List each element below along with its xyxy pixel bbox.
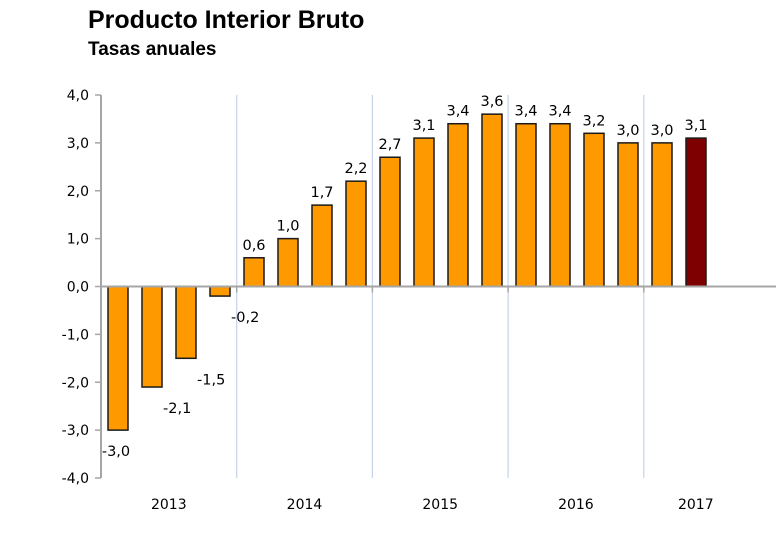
bar — [345, 180, 367, 288]
bar — [515, 122, 537, 288]
bar — [175, 285, 197, 360]
bar — [583, 132, 605, 288]
data-label: 2,2 — [344, 161, 367, 177]
bar — [413, 137, 435, 288]
x-category-label: 2014 — [287, 497, 323, 513]
data-label: 0,6 — [242, 238, 265, 254]
data-label: 3,1 — [684, 118, 707, 134]
data-label: 1,7 — [310, 185, 333, 201]
bar — [651, 142, 673, 288]
data-label: 3,1 — [412, 118, 435, 134]
bar — [617, 142, 639, 288]
bar — [481, 113, 503, 288]
bar — [243, 257, 265, 288]
data-label: 3,0 — [616, 123, 639, 139]
bar — [549, 122, 571, 288]
data-label: -0,2 — [231, 310, 259, 326]
data-label: -3,0 — [102, 444, 130, 460]
data-label: 2,7 — [378, 137, 401, 153]
data-label: 3,6 — [480, 94, 503, 110]
y-tick-label: 3,0 — [67, 136, 89, 152]
bar — [447, 122, 469, 288]
y-tick-label: 2,0 — [67, 184, 89, 200]
data-label: -2,1 — [163, 401, 191, 417]
x-category-label: 2015 — [422, 497, 458, 513]
y-tick-label: 1,0 — [67, 232, 89, 248]
y-tick-label: 0,0 — [67, 280, 89, 296]
chart-subtitle: Tasas anuales — [88, 39, 217, 60]
data-label: 3,4 — [548, 104, 571, 120]
chart-title: Producto Interior Bruto — [88, 6, 365, 34]
bar — [141, 285, 163, 388]
data-label: -1,5 — [197, 372, 225, 388]
bar — [209, 285, 231, 297]
bar — [685, 137, 707, 288]
data-label: 3,4 — [514, 104, 537, 120]
data-label: 3,2 — [582, 113, 605, 129]
x-category-label: 2013 — [151, 497, 187, 513]
bar — [311, 204, 333, 288]
y-tick-label: -1,0 — [62, 327, 89, 343]
data-label: 1,0 — [276, 219, 299, 235]
bar — [277, 237, 299, 288]
x-category-label: 2016 — [558, 497, 594, 513]
bar — [107, 285, 129, 431]
y-tick-label: -4,0 — [62, 471, 89, 487]
y-tick-label: -3,0 — [62, 423, 89, 439]
data-label: 3,4 — [446, 104, 469, 120]
bar — [379, 156, 401, 288]
data-label: 3,0 — [650, 123, 673, 139]
y-tick-label: 4,0 — [67, 88, 89, 104]
y-tick-label: -2,0 — [62, 375, 89, 391]
x-category-label: 2017 — [678, 497, 714, 513]
